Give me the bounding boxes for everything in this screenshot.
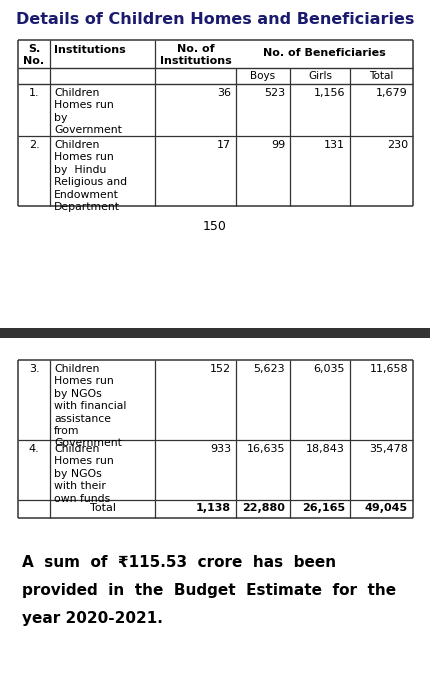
Text: 49,045: 49,045 [365,503,408,513]
Text: 230: 230 [387,140,408,150]
Text: 36: 36 [217,88,231,98]
Text: 17: 17 [217,140,231,150]
Text: Girls: Girls [308,71,332,81]
Text: Total: Total [369,71,394,81]
Text: 6,035: 6,035 [313,364,345,374]
Text: 933: 933 [210,444,231,454]
Text: 99: 99 [271,140,285,150]
Text: 11,658: 11,658 [369,364,408,374]
Text: Total: Total [89,503,116,513]
Text: 1,138: 1,138 [196,503,231,513]
Text: Boys: Boys [250,71,276,81]
Text: No. of
Institutions: No. of Institutions [160,44,231,67]
Text: 5,623: 5,623 [253,364,285,374]
Text: Children
Homes run
by NGOs
with financial
assistance
from
Government: Children Homes run by NGOs with financia… [54,364,126,448]
Text: 523: 523 [264,88,285,98]
Text: 131: 131 [324,140,345,150]
Text: No. of Beneficiaries: No. of Beneficiaries [263,48,386,58]
Text: 26,165: 26,165 [302,503,345,513]
Text: 3.: 3. [29,364,39,374]
Text: Children
Homes run
by  Hindu
Religious and
Endowment
Department: Children Homes run by Hindu Religious an… [54,140,127,212]
Text: 1,156: 1,156 [313,88,345,98]
Text: 4.: 4. [29,444,40,454]
Text: Children
Homes run
by NGOs
with their
own funds: Children Homes run by NGOs with their ow… [54,444,114,504]
Text: provided  in  the  Budget  Estimate  for  the: provided in the Budget Estimate for the [22,583,396,598]
Text: Children
Homes run
by
Government: Children Homes run by Government [54,88,122,135]
Text: 152: 152 [210,364,231,374]
Text: year 2020-2021.: year 2020-2021. [22,611,163,626]
Polygon shape [0,328,430,338]
Text: 150: 150 [203,220,227,233]
Text: 16,635: 16,635 [246,444,285,454]
Text: Details of Children Homes and Beneficiaries: Details of Children Homes and Beneficiar… [16,12,414,27]
Text: Institutions: Institutions [54,45,126,55]
Text: 18,843: 18,843 [306,444,345,454]
Text: 1,679: 1,679 [376,88,408,98]
Text: A  sum  of  ₹115.53  crore  has  been: A sum of ₹115.53 crore has been [22,555,336,570]
Text: 35,478: 35,478 [369,444,408,454]
Text: 22,880: 22,880 [242,503,285,513]
Text: S.
No.: S. No. [24,44,45,67]
Text: 2.: 2. [29,140,40,150]
Text: 1.: 1. [29,88,39,98]
